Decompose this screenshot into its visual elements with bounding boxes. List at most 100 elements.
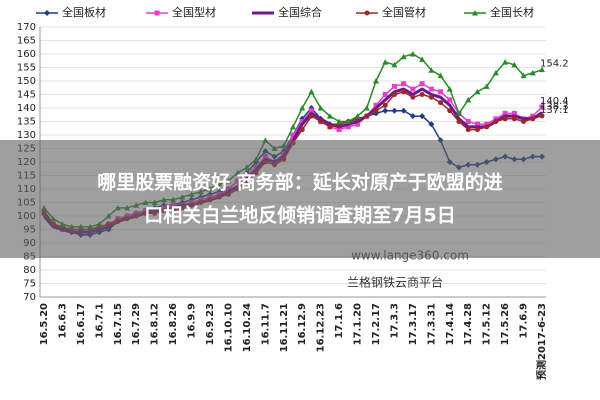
marker bbox=[428, 94, 434, 100]
marker bbox=[382, 59, 389, 65]
marker bbox=[327, 124, 333, 130]
watermark: 兰格钢铁云商平台 bbox=[347, 275, 443, 290]
banner-text: 哪里股票融资好 商务部：延长对原产于欧盟的进 bbox=[97, 171, 503, 194]
marker bbox=[438, 100, 444, 106]
marker bbox=[465, 119, 471, 124]
marker bbox=[354, 113, 361, 119]
legend-marker bbox=[154, 10, 160, 16]
marker bbox=[511, 116, 517, 122]
marker bbox=[539, 66, 545, 73]
y-tick-label: 155 bbox=[17, 63, 36, 74]
marker bbox=[529, 69, 536, 76]
x-tick-label: 16.8.12 bbox=[150, 303, 161, 345]
marker bbox=[317, 105, 324, 111]
marker bbox=[373, 78, 379, 84]
marker bbox=[364, 113, 370, 119]
marker bbox=[438, 89, 444, 95]
marker bbox=[465, 96, 472, 103]
x-tick-label: 17.5.12 bbox=[482, 303, 493, 345]
x-tick-label: 16.7.15 bbox=[113, 303, 124, 345]
marker bbox=[326, 113, 333, 119]
marker bbox=[446, 86, 453, 92]
end-label: 140.4 bbox=[540, 96, 569, 107]
marker bbox=[428, 67, 435, 73]
marker bbox=[456, 110, 462, 116]
marker bbox=[400, 107, 407, 114]
x-tick-label: 16.10.24 bbox=[242, 303, 253, 352]
x-tick-label: 17.1.6 bbox=[334, 303, 345, 338]
marker bbox=[290, 132, 296, 138]
x-tick-label: 17.2.17 bbox=[371, 303, 382, 345]
x-tick-label: 16.9.9 bbox=[187, 303, 198, 338]
marker bbox=[336, 127, 342, 133]
marker bbox=[355, 121, 361, 127]
legend-marker bbox=[44, 10, 50, 16]
marker bbox=[345, 124, 351, 130]
end-label: 154.2 bbox=[540, 59, 569, 70]
marker bbox=[428, 86, 434, 92]
marker bbox=[484, 124, 490, 130]
marker bbox=[520, 72, 527, 79]
marker bbox=[391, 61, 398, 68]
marker bbox=[373, 108, 379, 114]
marker bbox=[456, 119, 462, 124]
marker bbox=[400, 53, 407, 60]
marker bbox=[502, 116, 508, 122]
marker bbox=[530, 113, 536, 119]
x-tick-label: 16.9.23 bbox=[205, 303, 216, 345]
x-tick-label: 16.8.26 bbox=[168, 303, 179, 345]
marker bbox=[299, 119, 305, 124]
y-tick-label: 150 bbox=[17, 76, 36, 87]
y-tick-label: 170 bbox=[17, 22, 36, 33]
y-tick-label: 165 bbox=[17, 36, 36, 47]
marker bbox=[539, 113, 545, 119]
marker bbox=[299, 127, 305, 133]
y-tick-label: 160 bbox=[17, 49, 36, 60]
y-tick-label: 140 bbox=[17, 103, 36, 114]
marker bbox=[299, 105, 306, 111]
marker bbox=[391, 92, 397, 97]
legend-marker bbox=[364, 10, 370, 16]
y-tick-label: 135 bbox=[17, 117, 36, 128]
marker bbox=[474, 121, 480, 127]
marker bbox=[308, 88, 315, 95]
marker bbox=[409, 113, 416, 120]
x-tick-label: 16.5.20 bbox=[39, 303, 50, 345]
marker bbox=[410, 86, 416, 92]
legend-label: 全国型材 bbox=[172, 5, 216, 19]
marker bbox=[419, 92, 425, 97]
marker bbox=[391, 83, 397, 89]
end-label: 137.1 bbox=[540, 105, 569, 116]
marker bbox=[391, 107, 398, 114]
marker bbox=[493, 119, 499, 124]
marker bbox=[318, 119, 324, 124]
marker bbox=[419, 81, 425, 87]
marker bbox=[474, 127, 480, 133]
x-tick-label: 17.6.9 bbox=[519, 303, 530, 338]
banner-text: 口相关白兰地反倾销调查期至7月5日 bbox=[144, 204, 455, 227]
x-tick-label: 17.1.20 bbox=[353, 303, 364, 345]
marker bbox=[474, 88, 481, 95]
marker bbox=[401, 81, 407, 87]
x-tick-label: 17.4.28 bbox=[463, 303, 474, 345]
y-tick-label: 75 bbox=[23, 279, 36, 290]
legend-marker bbox=[472, 10, 478, 16]
marker bbox=[511, 110, 517, 116]
marker bbox=[336, 118, 343, 124]
x-tick-label: 16.11.7 bbox=[260, 303, 271, 345]
marker bbox=[409, 51, 416, 57]
marker bbox=[428, 121, 435, 128]
marker bbox=[511, 61, 518, 68]
marker bbox=[382, 102, 388, 108]
end-label: 138.3 bbox=[540, 102, 569, 113]
y-tick-label: 70 bbox=[23, 292, 36, 303]
banner-band bbox=[0, 140, 600, 258]
watermark: www.lange360.com bbox=[351, 249, 469, 263]
legend-label: 全国管材 bbox=[382, 5, 426, 19]
marker bbox=[539, 104, 545, 110]
x-tick-label: 16.12.9 bbox=[297, 303, 308, 345]
marker bbox=[382, 107, 389, 114]
x-tick-label: 16.10.10 bbox=[223, 303, 234, 352]
marker bbox=[410, 94, 416, 100]
